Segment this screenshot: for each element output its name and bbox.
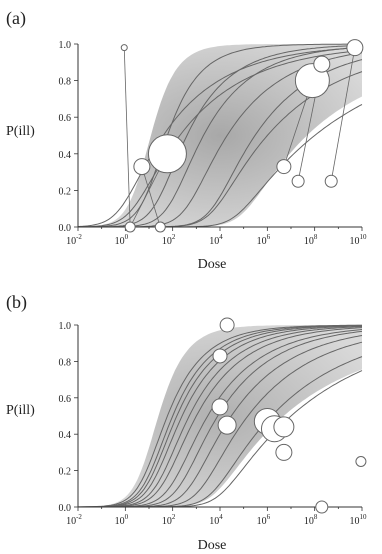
panel-a: (a) P(ill) Dose 0.0 0.2 0.4 0.6 0.8 1.0 10-2 10… bbox=[6, 8, 367, 272]
panel-b-xlabel: Dose bbox=[198, 538, 227, 553]
y-tick-label: 0.6 bbox=[59, 113, 72, 124]
y-tick-label: 0.8 bbox=[59, 357, 72, 368]
x-tick-label: 100 bbox=[115, 233, 129, 247]
y-tick-label: 0.2 bbox=[59, 186, 72, 197]
data-point bbox=[212, 348, 228, 364]
data-point bbox=[276, 159, 292, 175]
data-point bbox=[291, 174, 305, 188]
data-point bbox=[275, 443, 293, 461]
data-point bbox=[217, 415, 237, 435]
x-tick-label: 108 bbox=[304, 233, 318, 247]
data-point bbox=[355, 456, 367, 467]
y-tick-label: 0.0 bbox=[59, 223, 72, 234]
y-tick-label: 0.4 bbox=[59, 150, 72, 161]
point-link bbox=[330, 47, 356, 182]
uncertainty-band bbox=[78, 44, 362, 227]
data-point bbox=[324, 174, 338, 188]
data-point bbox=[273, 416, 295, 438]
data-point bbox=[219, 317, 235, 333]
panel-b-label: (b) bbox=[6, 292, 27, 313]
data-point bbox=[124, 221, 136, 233]
x-tick-label: 100 bbox=[115, 513, 129, 527]
dose-response-curve bbox=[77, 46, 363, 228]
x-tick-label: 1010 bbox=[350, 513, 368, 527]
x-tick-label: 104 bbox=[209, 513, 223, 527]
x-tick-label: 10-2 bbox=[66, 513, 82, 527]
y-tick-label: 0.8 bbox=[59, 77, 72, 88]
data-point bbox=[313, 55, 331, 73]
panel-a-label: (a) bbox=[6, 8, 26, 29]
panel-a-xlabel: Dose bbox=[198, 257, 227, 272]
data-point bbox=[120, 44, 128, 52]
data-point bbox=[133, 158, 151, 176]
y-tick-label: 1.0 bbox=[59, 321, 72, 332]
x-tick-label: 106 bbox=[257, 513, 271, 527]
x-tick-label: 104 bbox=[209, 233, 223, 247]
panel-b: (b) P(ill) Dose 0.0 0.2 0.4 0.6 0.8 1.0 10-2 10… bbox=[6, 292, 367, 553]
y-tick-label: 0.6 bbox=[59, 394, 72, 405]
y-tick-label: 0.0 bbox=[59, 503, 72, 514]
y-tick-label: 0.2 bbox=[59, 467, 72, 478]
x-tick-label: 102 bbox=[162, 513, 176, 527]
y-tick-label: 0.4 bbox=[59, 430, 72, 441]
x-tick-label: 1010 bbox=[350, 233, 368, 247]
x-tick-label: 102 bbox=[162, 233, 176, 247]
panel-a-ylabel: P(ill) bbox=[6, 124, 35, 139]
point-link bbox=[123, 47, 131, 228]
data-point bbox=[315, 500, 329, 514]
point-link bbox=[141, 166, 161, 228]
dose-response-curve bbox=[77, 49, 363, 228]
dose-response-curve bbox=[78, 43, 362, 228]
x-tick-label: 10-2 bbox=[66, 233, 82, 247]
y-tick-label: 1.0 bbox=[59, 40, 72, 51]
data-point bbox=[147, 134, 187, 174]
x-tick-label: 106 bbox=[257, 233, 271, 247]
data-point bbox=[154, 221, 166, 233]
panel-b-ylabel: P(ill) bbox=[6, 403, 35, 418]
x-tick-label: 108 bbox=[304, 513, 318, 527]
data-point bbox=[211, 398, 229, 416]
uncertainty-band bbox=[78, 325, 362, 507]
data-point bbox=[346, 39, 364, 57]
dose-response-curve bbox=[78, 326, 363, 508]
